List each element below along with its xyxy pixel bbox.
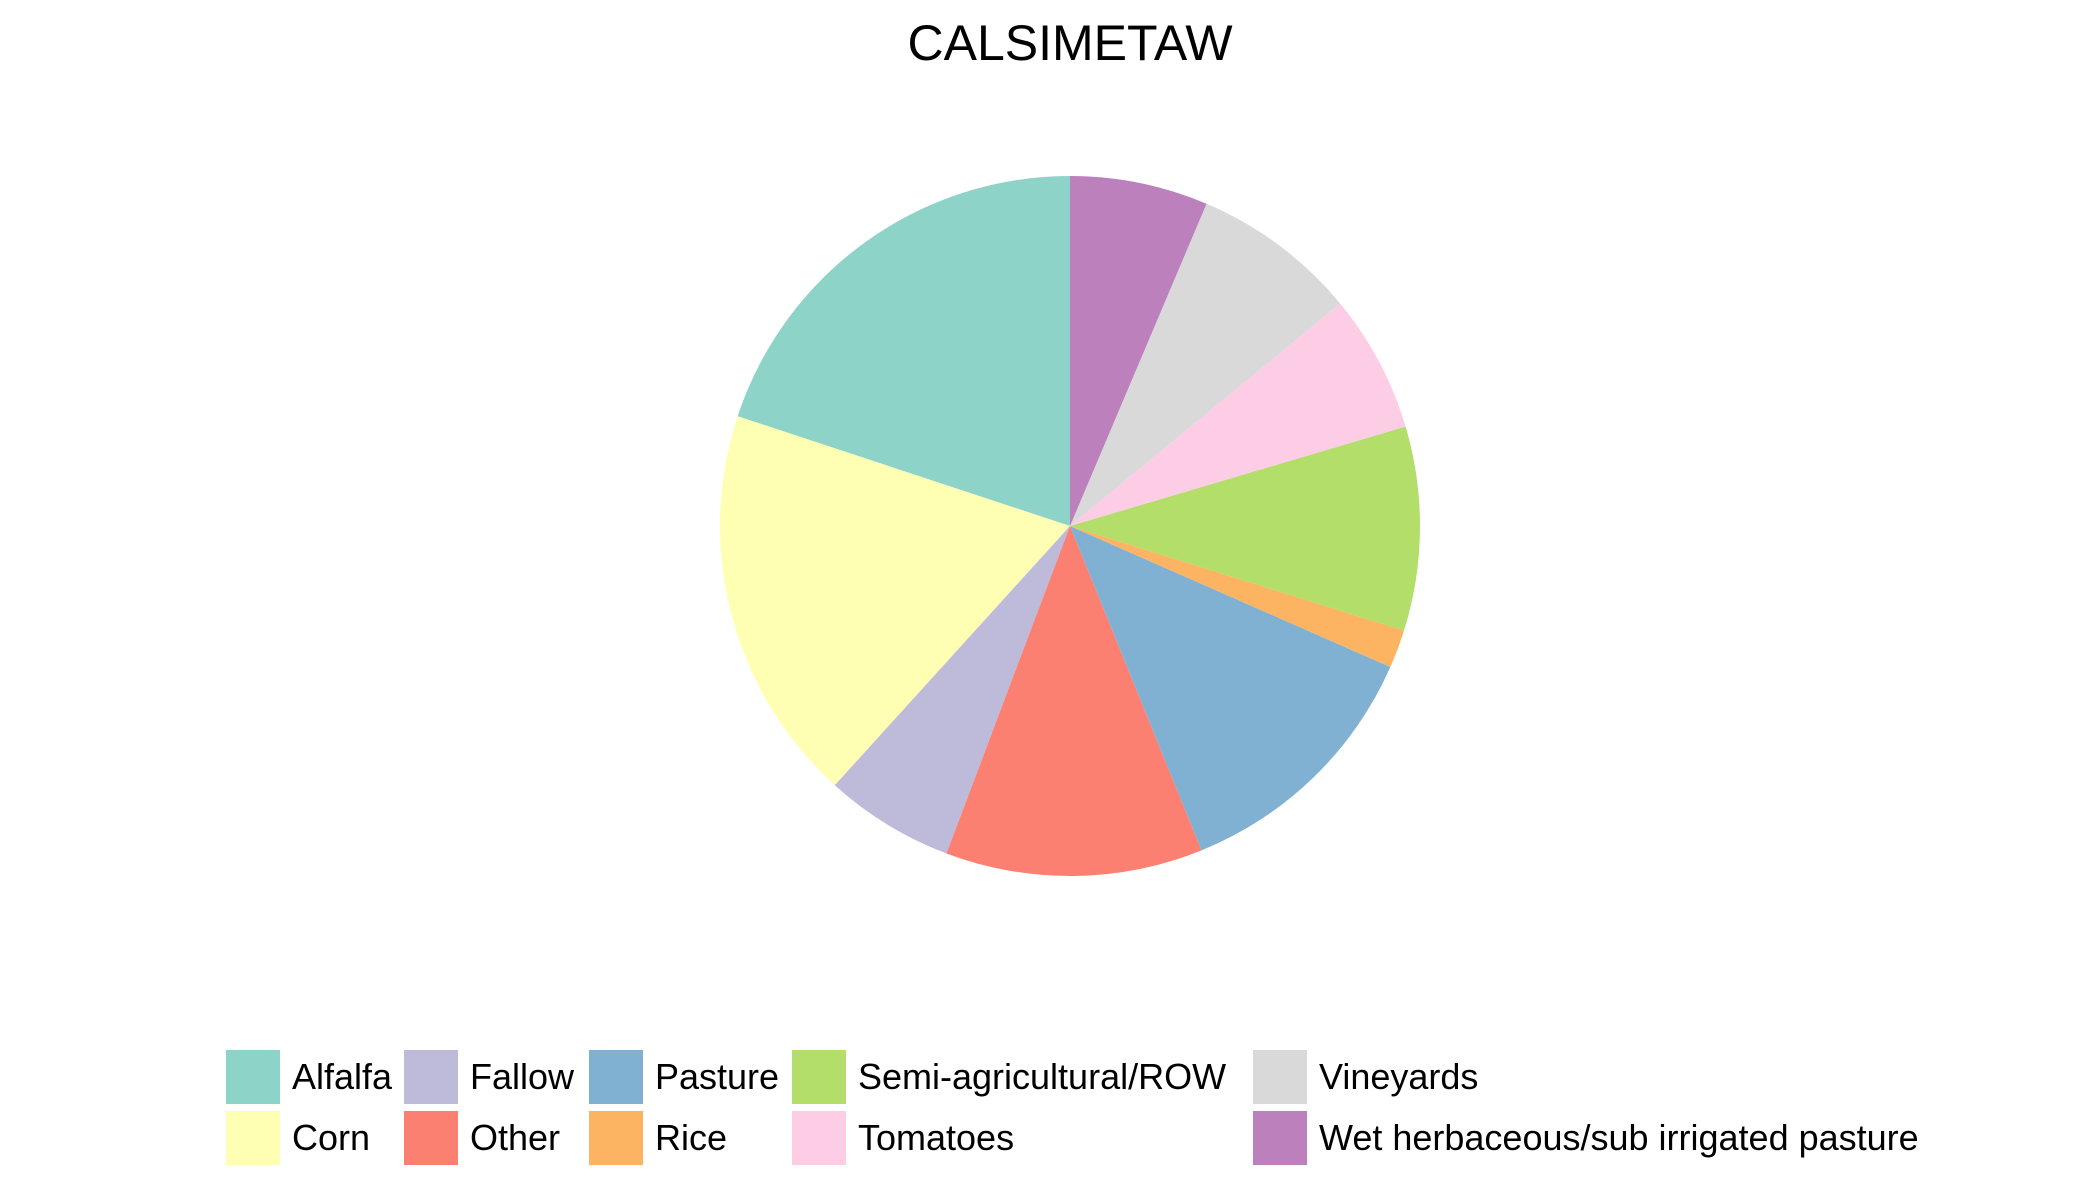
pie-slice-tomatoes [1070, 303, 1406, 526]
legend-swatch-corn [226, 1111, 280, 1165]
legend-swatch-other [404, 1111, 458, 1165]
pie-slice-rice [1070, 526, 1404, 668]
legend-label-semi-agricultural-row: Semi-agricultural/ROW [858, 1056, 1226, 1097]
pie-slice-vineyards [1070, 203, 1341, 526]
legend-swatch-pasture [589, 1050, 643, 1104]
pie-slice-other [946, 526, 1202, 876]
pie-slice-pasture [1070, 526, 1391, 851]
legend-label-alfalfa: Alfalfa [292, 1056, 393, 1097]
legend-label-vineyards: Vineyards [1319, 1056, 1478, 1097]
chart-title: CALSIMETAW [907, 15, 1233, 71]
legend-label-fallow: Fallow [470, 1056, 575, 1097]
pie-slice-fallow [834, 526, 1070, 854]
legend-label-rice: Rice [655, 1117, 727, 1158]
legend-swatch-wet-herbaceous-sub-irrigated-pasture [1253, 1111, 1307, 1165]
pie-slice-alfalfa [737, 176, 1070, 526]
legend-label-other: Other [470, 1117, 560, 1158]
legend-label-tomatoes: Tomatoes [858, 1117, 1014, 1158]
pie-slices [719, 176, 1421, 876]
pie-slice-corn [719, 416, 1070, 786]
legend-swatch-vineyards [1253, 1050, 1307, 1104]
pie-slice-semi-agricultural-row [1070, 426, 1421, 631]
legend-swatch-fallow [404, 1050, 458, 1104]
legend-label-pasture: Pasture [655, 1056, 779, 1097]
legend-label-wet-herbaceous-sub-irrigated-pasture: Wet herbaceous/sub irrigated pasture [1319, 1117, 1919, 1158]
legend-swatch-semi-agricultural-row [792, 1050, 846, 1104]
legend-label-corn: Corn [292, 1117, 370, 1158]
legend-swatch-rice [589, 1111, 643, 1165]
legend-swatch-tomatoes [792, 1111, 846, 1165]
legend: Alfalfa Corn Fallow Other Pasture Rice Semi-ag… [226, 1050, 1919, 1165]
pie-slice-wet-herbaceous-sub-irrigated-pasture [1070, 176, 1207, 526]
legend-swatch-alfalfa [226, 1050, 280, 1104]
